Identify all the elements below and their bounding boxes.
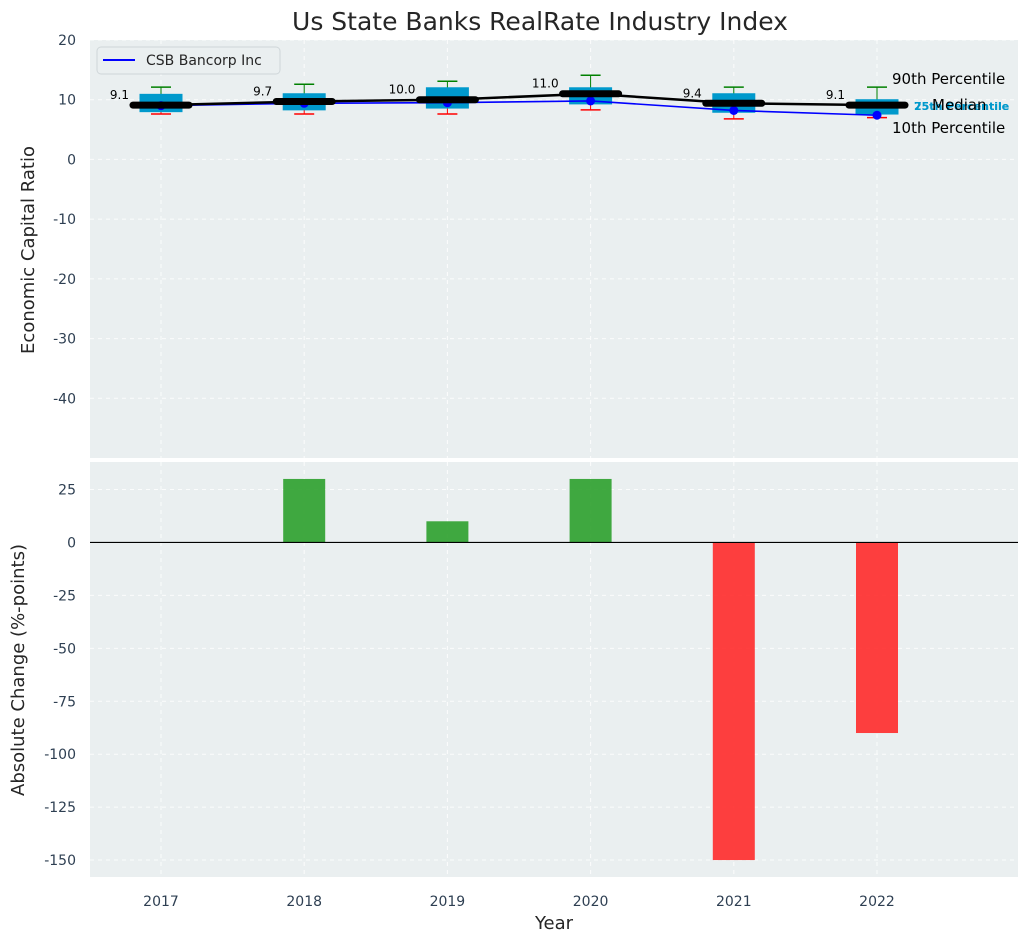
- top-panel-y-ticks: 20 10 0 -10 -20 -30 -40: [53, 33, 76, 407]
- y-tick-label: -30: [53, 332, 76, 348]
- y-tick-label: 25: [58, 483, 76, 499]
- y-tick-label: -10: [53, 212, 76, 228]
- median-value-label: 10.0: [389, 83, 416, 97]
- y-tick-label: -125: [44, 800, 76, 816]
- chart-title: Us State Banks RealRate Industry Index: [292, 7, 788, 36]
- label-q3: 75th Percentile: [914, 100, 1009, 113]
- company-point: [729, 105, 739, 115]
- y-tick-label: 0: [67, 535, 76, 551]
- bottom-panel: 25 0 -25 -50 -75 -100 -125 -150 2017 2018 2019 202…: [44, 462, 1018, 910]
- median-series: [129, 90, 909, 109]
- top-y-axis-label: Economic Capital Ratio: [18, 146, 39, 354]
- x-tick-label: 2019: [430, 894, 466, 910]
- x-tick-label: 2017: [143, 894, 179, 910]
- median-value-label: 9.4: [683, 86, 702, 100]
- x-tick-label: 2020: [573, 894, 609, 910]
- change-bar-2020: [569, 478, 612, 543]
- median-value-label: 9.1: [110, 88, 129, 102]
- median-value-label: 11.0: [532, 77, 559, 91]
- y-tick-label: -50: [53, 641, 76, 657]
- y-tick-label: 20: [58, 33, 76, 49]
- company-point: [872, 110, 882, 120]
- bottom-y-axis-label: Absolute Change (%-points): [8, 544, 29, 796]
- median-annotations: 9.1 9.7 10.0 11.0 9.4 9.1: [110, 77, 845, 102]
- x-axis-label: Year: [534, 913, 574, 934]
- y-tick-label: -40: [53, 391, 76, 407]
- x-tick-label: 2022: [859, 894, 895, 910]
- median-value-label: 9.1: [826, 88, 845, 102]
- x-tick-label: 2018: [286, 894, 322, 910]
- bottom-panel-y-ticks: 25 0 -25 -50 -75 -100 -125 -150: [44, 483, 76, 870]
- change-bars: [90, 478, 1018, 861]
- company-point: [586, 96, 596, 106]
- y-tick-label: 10: [58, 93, 76, 109]
- y-tick-label: -150: [44, 853, 76, 869]
- y-tick-label: -25: [53, 588, 76, 604]
- legend-label: CSB Bancorp Inc: [146, 53, 262, 69]
- y-tick-label: -20: [53, 272, 76, 288]
- change-bar-2018: [283, 478, 326, 543]
- y-tick-label: -75: [53, 694, 76, 710]
- x-tick-labels: 2017 2018 2019 2020 2021 2022: [143, 894, 895, 910]
- legend-box: [96, 46, 281, 75]
- change-bar-2022: [856, 542, 898, 734]
- x-tick-label: 2021: [716, 894, 752, 910]
- y-tick-label: 0: [67, 152, 76, 168]
- median-value-label: 9.7: [253, 85, 272, 99]
- label-p90: 90th Percentile: [892, 70, 1005, 88]
- legend: CSB Bancorp Inc: [96, 46, 281, 75]
- top-panel-grid: [90, 39, 1018, 458]
- top-panel: 20 10 0 -10 -20 -30 -40 9.1 9.7 10.0 11.0 9.4 9.1 9…: [53, 33, 1018, 458]
- change-bar-2019: [426, 521, 469, 543]
- change-bar-2021: [712, 542, 755, 861]
- label-median: Median: [932, 96, 987, 114]
- y-tick-label: -100: [44, 747, 76, 763]
- label-p10: 10th Percentile: [892, 119, 1005, 137]
- label-q1: 25th Percentile: [914, 100, 1009, 113]
